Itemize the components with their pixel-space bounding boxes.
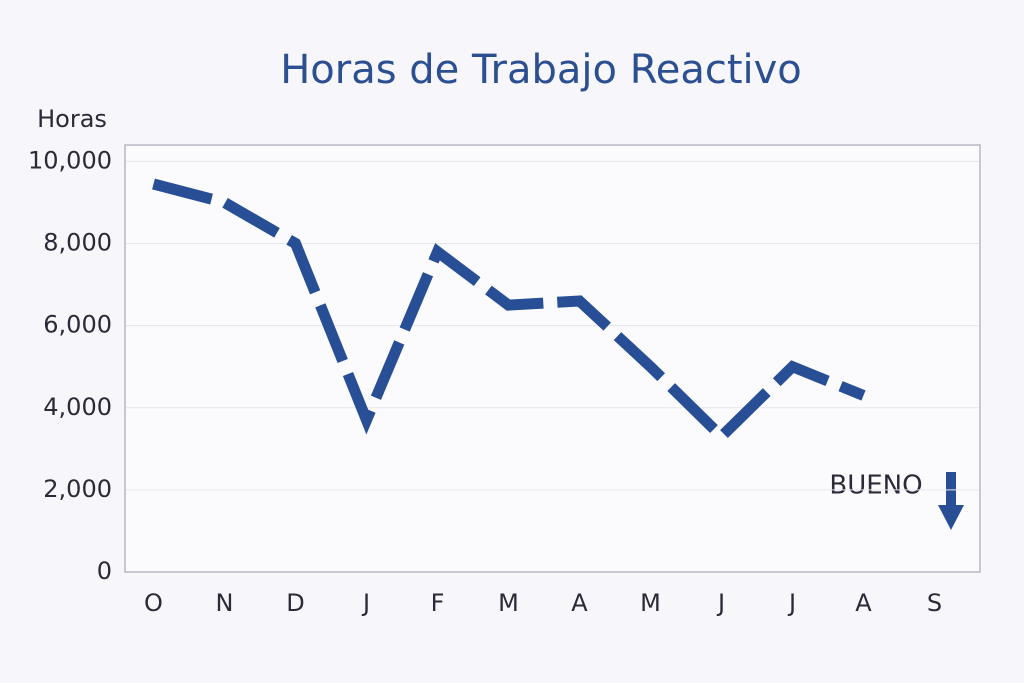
x-tick-label: S <box>927 589 942 617</box>
x-tick-label: M <box>640 589 661 617</box>
arrow <box>938 472 964 530</box>
plot-area <box>124 144 981 573</box>
y-tick-label: 4,000 <box>43 393 112 421</box>
y-tick-label: 10,000 <box>28 146 112 174</box>
y-tick-label: 6,000 <box>43 311 112 339</box>
chart-title: Horas de Trabajo Reactivo <box>280 47 802 93</box>
x-tick-label: F <box>431 589 445 617</box>
data-line <box>152 178 866 445</box>
x-tick-label: A <box>571 589 588 617</box>
x-tick-label: J <box>361 589 370 617</box>
x-tick-label: D <box>286 589 304 617</box>
y-tick-label: 2,000 <box>43 475 112 503</box>
y-axis-label: Horas <box>37 105 107 133</box>
x-tick-label: N <box>216 589 234 617</box>
annotation: BUENO <box>829 471 922 501</box>
x-tick-label: M <box>498 589 519 617</box>
x-tick-label: A <box>855 589 872 617</box>
x-tick-label: J <box>787 589 796 617</box>
x-tick-label: O <box>144 589 163 617</box>
y-tick-label: 0 <box>97 557 112 585</box>
y-tick-label: 8,000 <box>43 229 112 257</box>
x-tick-label: J <box>716 589 725 617</box>
